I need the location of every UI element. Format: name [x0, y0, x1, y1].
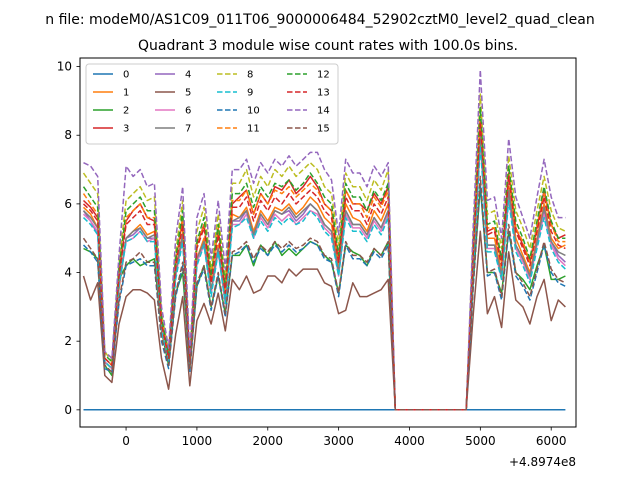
y-tick-label: 2 — [64, 334, 72, 348]
x-axis: 0 1000 2000 3000 4000 5000 6000 — [122, 427, 566, 448]
legend-label-4: 4 — [185, 70, 191, 81]
y-tick-label: 0 — [64, 403, 72, 417]
legend-label-12: 12 — [317, 70, 330, 81]
legend-label-6: 6 — [185, 106, 191, 117]
series-line-9 — [82, 144, 566, 411]
legend-label-3: 3 — [123, 124, 129, 135]
x-tick-label: 2000 — [252, 434, 283, 448]
series-line-7 — [82, 134, 566, 411]
legend-label-7: 7 — [185, 124, 191, 135]
y-tick-label: 8 — [64, 128, 72, 142]
series-line-14 — [83, 69, 566, 411]
x-tick-label: 0 — [122, 434, 130, 448]
x-tick-label: 6000 — [536, 434, 567, 448]
figure-suptitle: n file: modeM0/AS1C09_011T06_9000006484_… — [45, 12, 594, 28]
legend-label-15: 15 — [317, 124, 330, 135]
legend-frame — [85, 63, 339, 145]
legend-label-8: 8 — [247, 70, 253, 81]
series-layer — [82, 69, 566, 411]
series-line-12 — [82, 107, 566, 411]
legend-label-13: 13 — [317, 88, 330, 99]
legend-label-11: 11 — [247, 124, 260, 135]
x-tick-label: 1000 — [182, 434, 213, 448]
legend-label-2: 2 — [123, 106, 129, 117]
legend-label-1: 1 — [123, 88, 129, 99]
legend-label-5: 5 — [185, 88, 191, 99]
x-tick-label: 5000 — [465, 434, 496, 448]
chart-title: Quadrant 3 module wise count rates with … — [138, 38, 518, 54]
series-line-5 — [82, 230, 566, 411]
legend-label-10: 10 — [247, 106, 260, 117]
series-line-13 — [82, 120, 566, 411]
legend-label-14: 14 — [317, 106, 330, 117]
legend-label-9: 9 — [247, 88, 253, 99]
y-axis: 0 2 4 6 8 10 — [57, 60, 80, 417]
axes-frame — [79, 57, 577, 428]
y-tick-label: 4 — [64, 266, 72, 280]
series-line-15 — [82, 175, 566, 411]
legend-label-0: 0 — [123, 70, 129, 81]
x-offset-label: +4.8974e8 — [509, 455, 576, 469]
y-tick-label: 6 — [64, 197, 72, 211]
y-tick-label: 10 — [57, 60, 72, 74]
x-tick-label: 4000 — [394, 434, 425, 448]
plot-area — [79, 57, 577, 428]
x-tick-label: 3000 — [323, 434, 354, 448]
